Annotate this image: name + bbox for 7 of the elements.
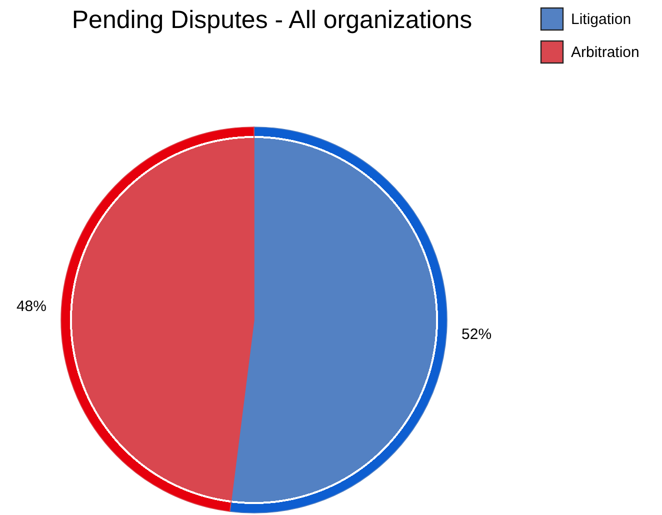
- legend-label: Litigation: [571, 11, 632, 28]
- data-label: 52%: [462, 326, 492, 343]
- chart-title: Pending Disputes - All organizations: [72, 6, 472, 34]
- data-label: 48%: [16, 298, 46, 315]
- pie-slice: [229, 126, 448, 514]
- pie-slice: [60, 126, 254, 512]
- legend-label: Arbitration: [571, 44, 640, 61]
